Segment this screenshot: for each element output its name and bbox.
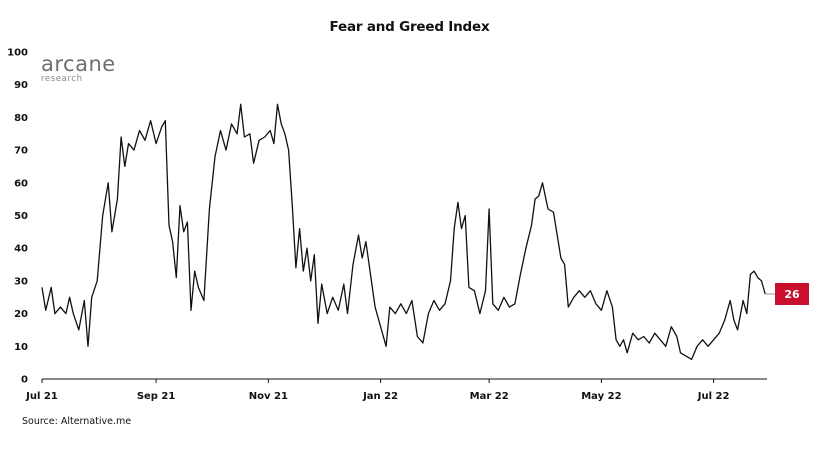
arcane-research-logo: arcane research [41,53,116,84]
x-tick-label: Sep 21 [137,391,176,402]
x-tick-label: Jul 22 [697,391,730,402]
x-tick-label: Jul 21 [25,391,58,402]
x-tick-label: Jan 22 [362,391,398,402]
y-tick-label: 60 [14,178,28,189]
y-tick-label: 10 [14,342,28,353]
y-tick-label: 80 [14,113,28,124]
logo-subtitle: research [41,74,83,84]
y-tick-label: 90 [14,80,28,91]
y-tick-label: 100 [7,48,28,59]
y-tick-label: 0 [21,375,28,386]
series-line [41,103,766,361]
y-tick-label: 20 [14,309,28,320]
y-tick-label: 40 [14,244,28,255]
logo-wordmark: arcane [41,52,116,76]
last-value-badge [775,282,809,305]
last-value-label: 26 [784,288,800,301]
y-tick-label: 50 [14,211,28,222]
source-note: Source: Alternative.me [22,416,132,427]
x-tick-label: Mar 22 [470,391,509,402]
x-tick-label: Nov 21 [249,391,288,402]
chart-title: Fear and Greed Index [329,19,490,35]
y-tick-label: 30 [14,276,28,287]
y-tick-label: 70 [14,146,28,157]
x-tick-label: May 22 [581,391,621,402]
